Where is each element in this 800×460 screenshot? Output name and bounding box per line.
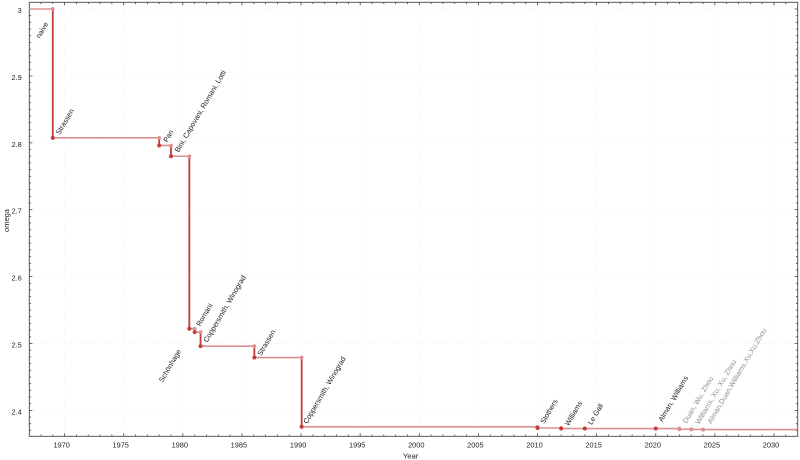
svg-text:1980: 1980 [172, 441, 188, 450]
svg-text:2.7: 2.7 [12, 207, 22, 216]
svg-text:2015: 2015 [585, 441, 601, 450]
svg-text:1970: 1970 [53, 441, 69, 450]
svg-text:2.9: 2.9 [12, 73, 22, 82]
svg-text:1975: 1975 [112, 441, 128, 450]
svg-text:2.6: 2.6 [12, 274, 22, 283]
svg-text:omega: omega [2, 208, 11, 232]
svg-text:2.8: 2.8 [12, 140, 22, 149]
svg-text:3: 3 [18, 6, 22, 15]
svg-text:2.4: 2.4 [12, 407, 22, 416]
svg-text:Year: Year [403, 451, 419, 460]
svg-text:2010: 2010 [526, 441, 542, 450]
svg-text:1985: 1985 [231, 441, 247, 450]
svg-text:2005: 2005 [467, 441, 483, 450]
svg-text:2000: 2000 [408, 441, 424, 450]
svg-text:2020: 2020 [645, 441, 661, 450]
svg-text:2.5: 2.5 [12, 341, 22, 350]
svg-text:1990: 1990 [290, 441, 306, 450]
svg-text:2030: 2030 [763, 441, 779, 450]
svg-text:2025: 2025 [704, 441, 720, 450]
svg-text:1995: 1995 [349, 441, 365, 450]
